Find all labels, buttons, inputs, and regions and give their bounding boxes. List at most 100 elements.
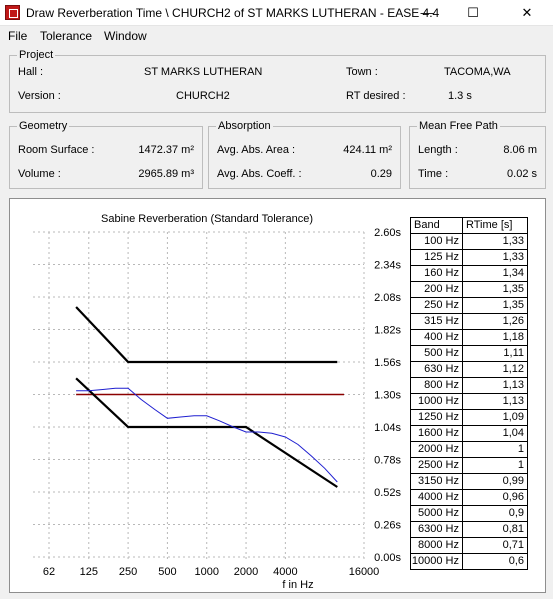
rtime-cell: 1,35 <box>502 283 524 295</box>
table-row: 125 Hz 1,33 <box>411 250 527 266</box>
rtime-cell: 0,9 <box>508 507 524 519</box>
menu-window[interactable]: Window <box>104 29 147 43</box>
hall-label: Hall : <box>18 66 44 78</box>
rtime-cell: 0,99 <box>502 475 524 487</box>
x-tick-label: 125 <box>80 566 98 578</box>
y-tick-label: 0.52s <box>374 487 401 499</box>
project-group-title: Project <box>17 48 56 62</box>
room-surface-value: 1472.37 m² <box>138 144 194 156</box>
menu-bar: File Tolerance Window <box>0 26 553 46</box>
band-cell: 1600 Hz <box>411 426 463 442</box>
band-cell: 5000 Hz <box>411 506 463 522</box>
x-tick-label: 62 <box>43 566 55 578</box>
volume-value: 2965.89 m³ <box>138 168 194 180</box>
avg-abs-area-label: Avg. Abs. Area : <box>217 144 296 156</box>
table-row: 3150 Hz 0,99 <box>411 474 527 490</box>
rtime-cell: 1,12 <box>502 363 524 375</box>
table-row: 2000 Hz 1 <box>411 442 527 458</box>
header-rtime: RTime [s] <box>466 219 513 231</box>
table-row: 200 Hz 1,35 <box>411 282 527 298</box>
table-row: 160 Hz 1,34 <box>411 266 527 282</box>
table-row: 500 Hz 1,11 <box>411 346 527 362</box>
tolerance-upper-line <box>75 306 338 364</box>
x-axis-label: f in Hz <box>282 579 313 591</box>
table-row: 2500 Hz 1 <box>411 458 527 474</box>
x-tick-label: 500 <box>158 566 176 578</box>
rtime-cell: 0,71 <box>502 539 524 551</box>
rt-series-line <box>76 387 338 483</box>
table-row: 5000 Hz 0,9 <box>411 506 527 522</box>
absorption-group: Absorption Avg. Abs. Area : 424.11 m² Av… <box>208 119 401 189</box>
x-tick-label: 2000 <box>234 566 258 578</box>
table-row: 10000 Hz 0,6 <box>411 554 527 570</box>
band-cell: 2000 Hz <box>411 442 463 458</box>
ease-app-icon[interactable] <box>5 5 20 20</box>
rtime-cell: 1,13 <box>502 379 524 391</box>
y-tick-label: 1.82s <box>374 325 401 337</box>
x-tick-label: 4000 <box>273 566 297 578</box>
mfp-length-value: 8.06 m <box>503 144 537 156</box>
table-row: 1250 Hz 1,09 <box>411 410 527 426</box>
volume-label: Volume : <box>18 168 61 180</box>
rtime-cell: 1,34 <box>502 267 524 279</box>
absorption-group-title: Absorption <box>216 119 273 133</box>
town-label: Town : <box>346 66 378 78</box>
band-cell: 200 Hz <box>411 282 463 298</box>
rtime-cell: 1,33 <box>502 251 524 263</box>
geometry-group-title: Geometry <box>17 119 70 133</box>
table-row: 8000 Hz 0,71 <box>411 538 527 554</box>
band-cell: 800 Hz <box>411 378 463 394</box>
window-title: Draw Reverberation Time \ CHURCH2 of ST … <box>26 6 440 20</box>
town-value: TACOMA,WA <box>444 66 511 78</box>
rtime-cell: 1,09 <box>502 411 524 423</box>
tolerance-lower-line <box>75 377 338 488</box>
rt-desired-value: 1.3 s <box>448 90 472 102</box>
band-cell: 315 Hz <box>411 314 463 330</box>
mfp-time-label: Time : <box>418 168 449 180</box>
band-cell: 160 Hz <box>411 266 463 282</box>
menu-file[interactable]: File <box>8 29 28 43</box>
table-row: 1600 Hz 1,04 <box>411 426 527 442</box>
geometry-group: Geometry Room Surface : 1472.37 m² Volum… <box>9 119 203 189</box>
rtime-cell: 1,11 <box>503 347 524 359</box>
x-tick-label: 250 <box>119 566 137 578</box>
version-label: Version : <box>18 90 61 102</box>
close-button[interactable]: ✕ <box>521 5 533 20</box>
mfp-length-label: Length : <box>418 144 458 156</box>
y-tick-label: 1.56s <box>374 357 401 369</box>
y-tick-label: 2.34s <box>374 260 401 272</box>
version-value: CHURCH2 <box>176 90 230 102</box>
rtime-cell: 0,6 <box>508 555 524 567</box>
y-tick-label: 2.08s <box>374 292 401 304</box>
minimize-button[interactable]: — <box>420 5 434 20</box>
avg-abs-coeff-value: 0.29 <box>370 168 392 180</box>
table-row: 315 Hz 1,26 <box>411 314 527 330</box>
avg-abs-area-value: 424.11 m² <box>343 144 392 156</box>
band-cell: 100 Hz <box>411 234 463 250</box>
rt-desired-label: RT desired : <box>346 90 406 102</box>
x-tick-label: 16000 <box>349 566 380 578</box>
y-tick-label: 1.04s <box>374 422 401 434</box>
table-row: 6300 Hz 0,81 <box>411 522 527 538</box>
mean-free-path-group: Mean Free Path Length : 8.06 m Time : 0.… <box>409 119 546 189</box>
y-tick-label: 0.00s <box>374 552 401 564</box>
chart-title: Sabine Reverberation (Standard Tolerance… <box>101 213 313 225</box>
header-band: Band <box>411 218 463 234</box>
y-tick-label: 0.26s <box>374 520 401 532</box>
rtime-cell: 1,33 <box>502 235 524 247</box>
maximize-button[interactable]: ☐ <box>467 5 479 20</box>
rtime-cell: 1,18 <box>502 331 524 343</box>
band-cell: 6300 Hz <box>411 522 463 538</box>
band-cell: 10000 Hz <box>411 554 463 570</box>
band-cell: 630 Hz <box>411 362 463 378</box>
band-cell: 1250 Hz <box>411 410 463 426</box>
table-row: 250 Hz 1,35 <box>411 298 527 314</box>
rtime-cell: 1 <box>517 443 524 455</box>
avg-abs-coeff-label: Avg. Abs. Coeff. : <box>217 168 302 180</box>
table-row: 100 Hz 1,33 <box>411 234 527 250</box>
table-row: 4000 Hz 0,96 <box>411 490 527 506</box>
title-bar: Draw Reverberation Time \ CHURCH2 of ST … <box>0 0 553 26</box>
band-cell: 8000 Hz <box>411 538 463 554</box>
menu-tolerance[interactable]: Tolerance <box>40 29 93 43</box>
